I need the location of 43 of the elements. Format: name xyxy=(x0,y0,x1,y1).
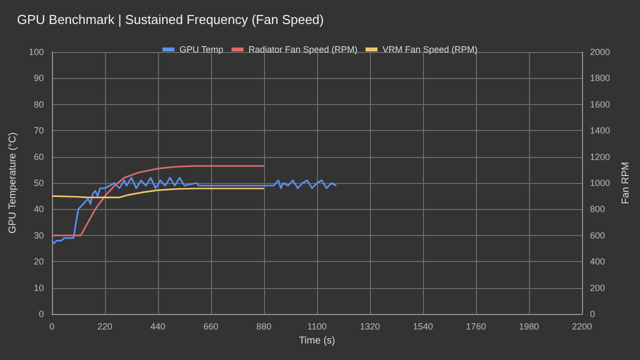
y-tick-label: 80 xyxy=(34,99,44,110)
y2-tick-label: 400 xyxy=(590,256,606,267)
legend-label: Radiator Fan Speed (RPM) xyxy=(248,44,358,54)
y2-tick-label: 0 xyxy=(590,309,596,319)
x-tick-label: 660 xyxy=(203,322,218,332)
y-tick-label: 0 xyxy=(38,309,44,319)
x-tick-label: 220 xyxy=(97,322,112,332)
x-tick-label: 1540 xyxy=(412,322,433,332)
y2-tick-label: 800 xyxy=(590,204,606,214)
line-series xyxy=(51,165,265,236)
x-tick-label: 1320 xyxy=(360,322,380,332)
y2-tick-label: 1400 xyxy=(590,126,610,136)
y2-tick-label: 1600 xyxy=(590,99,610,110)
x-tick-label: 0 xyxy=(49,322,54,332)
y-tick-label: 90 xyxy=(34,73,44,84)
y2-axis-title: Fan RPM xyxy=(620,162,632,204)
y2-tick-label: 600 xyxy=(590,230,606,240)
y-tick-label: 40 xyxy=(34,204,44,214)
x-tick-label: 2200 xyxy=(572,322,592,332)
y-axis-title: GPU Temperature (°C) xyxy=(8,132,18,234)
line-series xyxy=(51,188,265,198)
y-tick-label: 20 xyxy=(34,256,44,267)
x-tick-label: 880 xyxy=(256,322,272,332)
legend-label: GPU Temp xyxy=(179,44,224,54)
chart-title: GPU Benchmark | Sustained Frequency (Fan Speed) xyxy=(17,12,324,27)
y-tick-label: 70 xyxy=(34,126,44,136)
y2-tick-label: 200 xyxy=(590,282,606,293)
y2-tick-label: 1800 xyxy=(590,73,610,84)
y-tick-label: 60 xyxy=(34,152,44,162)
y2-tick-label: 1200 xyxy=(590,152,610,162)
y2-tick-label: 1000 xyxy=(590,178,610,188)
y-tick-label: 30 xyxy=(34,230,44,240)
y-tick-label: 100 xyxy=(28,47,44,57)
y2-tick-label: 2000 xyxy=(590,47,610,57)
x-tick-label: 1100 xyxy=(307,322,327,332)
y-tick-label: 50 xyxy=(34,178,44,188)
x-tick-label: 1760 xyxy=(466,322,486,332)
y-tick-label: 10 xyxy=(34,282,44,293)
line-series xyxy=(51,176,338,244)
legend-label: VRM Fan Speed (RPM) xyxy=(382,44,478,54)
x-axis-title: Time (s) xyxy=(298,335,336,346)
x-tick-label: 1980 xyxy=(518,322,540,332)
x-tick-label: 440 xyxy=(150,322,166,332)
